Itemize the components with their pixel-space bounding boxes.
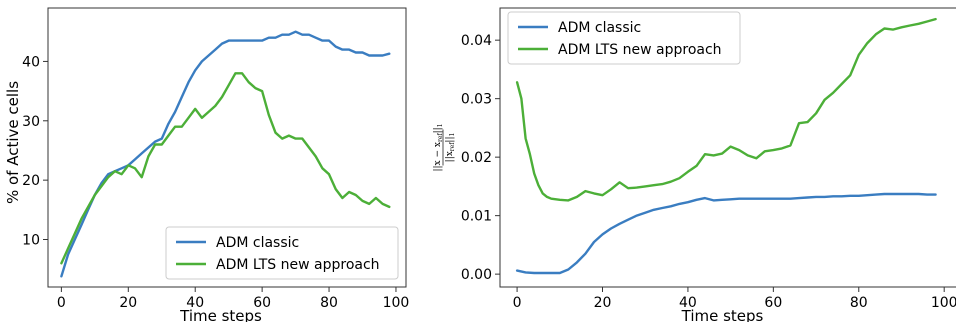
- y-tick-label: 0.01: [461, 209, 492, 225]
- legend-label: ADM classic: [558, 20, 641, 36]
- x-tick-label: 20: [594, 295, 612, 311]
- y-tick-label: 0.00: [461, 267, 492, 283]
- legend-label: ADM LTS new approach: [216, 257, 380, 273]
- plot-frame: [499, 7, 956, 288]
- y-axis-title: ||x − xref||1||xref||1: [433, 123, 456, 171]
- legend-box: [507, 11, 741, 65]
- x-tick-label: 100: [931, 295, 956, 311]
- y-axis-title-denominator: ||xref||1: [445, 133, 456, 163]
- chart-panel-2: 0 20 40 60 80 100 0.00 0.01 0.02 0.03 0.04 Time ste…: [433, 7, 956, 322]
- series-line-2: [60, 72, 391, 265]
- legend: ADM classic ADM LTS new approach: [507, 11, 741, 65]
- plot-frame: [47, 7, 407, 288]
- y-tick-label: 40: [22, 54, 40, 70]
- series-line-2: [515, 17, 937, 202]
- x-tick-label: 0: [57, 295, 66, 311]
- y-tick-label: 0.02: [461, 150, 492, 166]
- y-tick-label: 20: [22, 173, 40, 189]
- legend: ADM classic ADM LTS new approach: [165, 226, 399, 280]
- y-axis-title-numerator: ||x − xref||1: [433, 123, 444, 171]
- x-axis-title: Time steps: [179, 307, 262, 322]
- legend-label: ADM classic: [216, 235, 299, 251]
- x-tick-label: 40: [679, 295, 697, 311]
- x-tick-label: 80: [850, 295, 868, 311]
- x-tick-label: 0: [513, 295, 522, 311]
- y-axis-title: % of Active cells: [4, 81, 22, 204]
- y-tick-label: 0.04: [461, 33, 492, 49]
- y-tick-label: 0.03: [461, 92, 492, 108]
- x-tick-label: 60: [764, 295, 782, 311]
- y-tick-label: 30: [22, 114, 40, 130]
- x-tick-label: 60: [253, 295, 271, 311]
- x-tick-label: 100: [383, 295, 410, 311]
- y-tick-label: 10: [22, 233, 40, 249]
- x-axis-title: Time steps: [681, 307, 764, 322]
- legend-box: [165, 226, 399, 280]
- series-line-1: [515, 192, 937, 275]
- x-tick-label: 20: [119, 295, 137, 311]
- legend-label: ADM LTS new approach: [558, 42, 722, 58]
- x-tick-label: 40: [186, 295, 204, 311]
- x-tick-label: 80: [320, 295, 338, 311]
